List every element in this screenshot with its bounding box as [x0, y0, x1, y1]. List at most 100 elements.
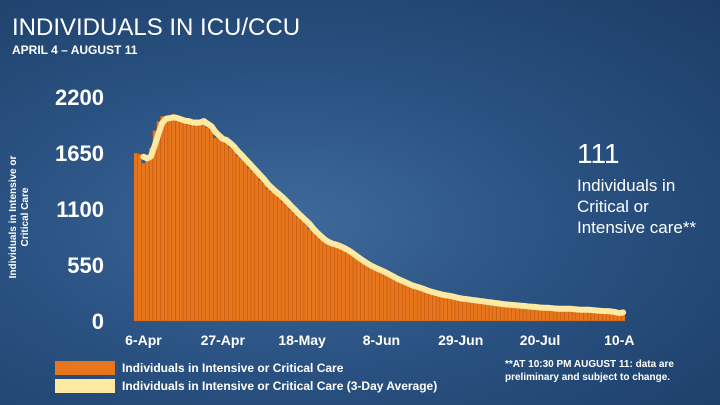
y-tick-label: 550 [67, 253, 104, 278]
average-line [140, 114, 627, 317]
bar [432, 293, 437, 322]
bar [182, 118, 188, 322]
bar [216, 138, 222, 322]
callout-text: Individuals in Critical or Intensive car… [577, 176, 697, 237]
bar [417, 288, 422, 322]
bar [220, 139, 225, 322]
bar [386, 276, 392, 322]
bar [473, 300, 478, 322]
bar [198, 122, 203, 322]
bar [228, 147, 233, 322]
bar [164, 118, 169, 322]
y-tick-label: 1100 [56, 197, 104, 222]
y-axis-label: Individuals in Intensive or Critical Car… [8, 155, 31, 279]
bar [469, 300, 475, 322]
bar [356, 259, 361, 322]
bar [303, 224, 308, 322]
bar [333, 245, 339, 322]
bar [247, 168, 252, 322]
bar [205, 127, 210, 322]
bar [492, 303, 497, 322]
bar [413, 287, 418, 322]
x-tick-label: 6-Apr [125, 332, 162, 348]
bar [352, 257, 358, 322]
bar [462, 299, 467, 322]
bar [307, 229, 312, 322]
bar [292, 212, 297, 322]
bar [405, 285, 410, 322]
chart-title: INDIVIDUALS IN ICU/CCU [12, 14, 301, 41]
bar [409, 286, 414, 322]
bar [375, 269, 380, 322]
bar [231, 149, 237, 322]
legend-swatch [55, 379, 115, 393]
bar [258, 180, 263, 322]
bar [299, 219, 305, 322]
bar [451, 297, 456, 322]
bar [454, 298, 460, 322]
bar [273, 193, 278, 322]
bar [194, 119, 199, 322]
bar [428, 292, 433, 322]
bar [288, 209, 293, 322]
bar [190, 125, 195, 322]
bar [137, 153, 142, 322]
bar [398, 281, 403, 322]
bar [311, 232, 316, 322]
bar [160, 116, 165, 322]
bar [145, 157, 150, 322]
bar [364, 264, 369, 322]
bar [296, 216, 301, 322]
bar [239, 158, 244, 322]
bar [341, 249, 346, 322]
bar [435, 294, 441, 322]
legend-label: Individuals in Intensive or Critical Car… [122, 379, 438, 393]
bar [250, 171, 256, 322]
bar [277, 197, 282, 322]
bar [443, 295, 448, 322]
bar [284, 204, 290, 322]
bar [235, 155, 240, 322]
bar [254, 174, 259, 322]
bar [383, 273, 388, 322]
bar [315, 236, 320, 322]
bar [485, 302, 490, 322]
y-tick-label: 2200 [55, 85, 104, 110]
bar [424, 291, 429, 322]
bar [330, 244, 335, 322]
bar [262, 183, 267, 322]
bar [281, 201, 286, 322]
bar [360, 262, 365, 322]
bar [394, 280, 399, 322]
bar [175, 121, 180, 322]
x-tick-label: 20-Jul [520, 332, 560, 348]
bar [367, 266, 373, 322]
bar [243, 161, 248, 322]
bar [420, 290, 426, 322]
bar [318, 239, 324, 322]
bar [439, 295, 444, 322]
callout-value: 111 [577, 138, 620, 169]
bar [141, 162, 146, 322]
x-tick-label: 27-Apr [201, 332, 246, 348]
y-tick-label: 0 [92, 309, 104, 334]
bar [326, 243, 331, 322]
bar [224, 141, 229, 322]
bar [390, 278, 395, 322]
bar [133, 152, 138, 322]
y-tick-label: 1650 [55, 141, 104, 166]
chart-subtitle: APRIL 4 – AUGUST 11 [12, 43, 138, 57]
footnote: **AT 10:30 PM AUGUST 11: data are prelim… [505, 359, 674, 383]
bar [186, 123, 191, 322]
bar [179, 122, 184, 322]
bar [156, 121, 161, 322]
bar [322, 242, 327, 322]
bar [447, 296, 452, 322]
bar [171, 114, 176, 322]
legend-label: Individuals in Intensive or Critical Car… [122, 361, 344, 375]
bar [209, 129, 214, 322]
bar [466, 299, 471, 322]
bar [201, 121, 206, 322]
